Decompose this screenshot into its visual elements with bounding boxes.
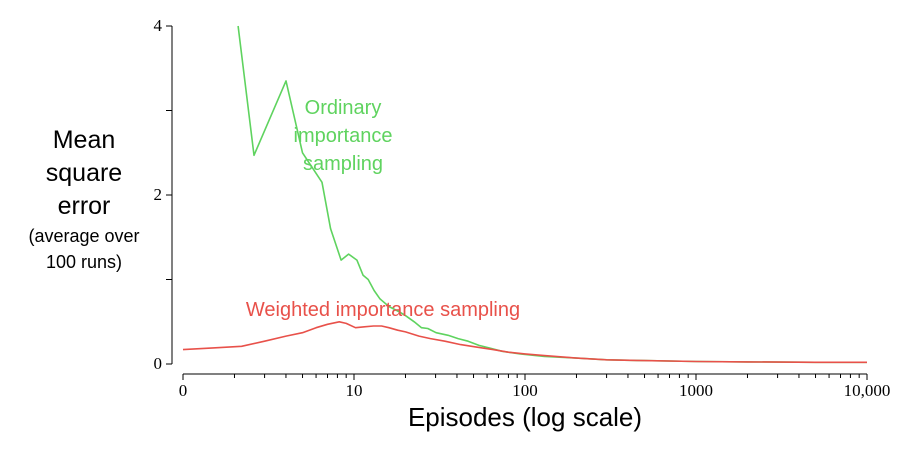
x-axis-label: Episodes (log scale) <box>407 402 643 432</box>
series-label-1-line-0: Weighted importance sampling <box>246 299 520 321</box>
series-labels: Ordinary importance sampling Weighted impor… <box>246 97 520 321</box>
series-label-0-line-1: importance <box>294 125 393 147</box>
x-tick-label-1: 10 <box>346 381 363 400</box>
y-axis-label-line-3: error <box>57 192 111 220</box>
y-axis-label-line-2: square <box>45 159 123 187</box>
y-tick-label-1: 2 <box>154 185 163 204</box>
y-axis-label: Mean square error (average over 100 runs… <box>8 124 160 275</box>
x-tick-label-0: 0 <box>179 381 188 400</box>
chart-axes: 0 2 4 0 10 100 1000 10,000 <box>154 16 891 400</box>
series-line-1 <box>182 320 867 364</box>
y-tick-label-2: 4 <box>154 16 163 35</box>
x-tick-label-2: 100 <box>512 381 538 400</box>
x-tick-label-3: 1000 <box>679 381 713 400</box>
x-tick-label-4: 10,000 <box>844 381 891 400</box>
series-label-0-line-2: sampling <box>303 153 383 175</box>
y-axis-label-line-1: Mean <box>52 126 116 154</box>
y-axis-note-line-2: 100 runs) <box>45 252 123 272</box>
series-label-0-line-0: Ordinary <box>305 97 382 119</box>
chart-series <box>182 25 867 364</box>
y-axis-note-line-1: (average over <box>28 226 140 246</box>
y-tick-label-0: 0 <box>154 354 163 373</box>
